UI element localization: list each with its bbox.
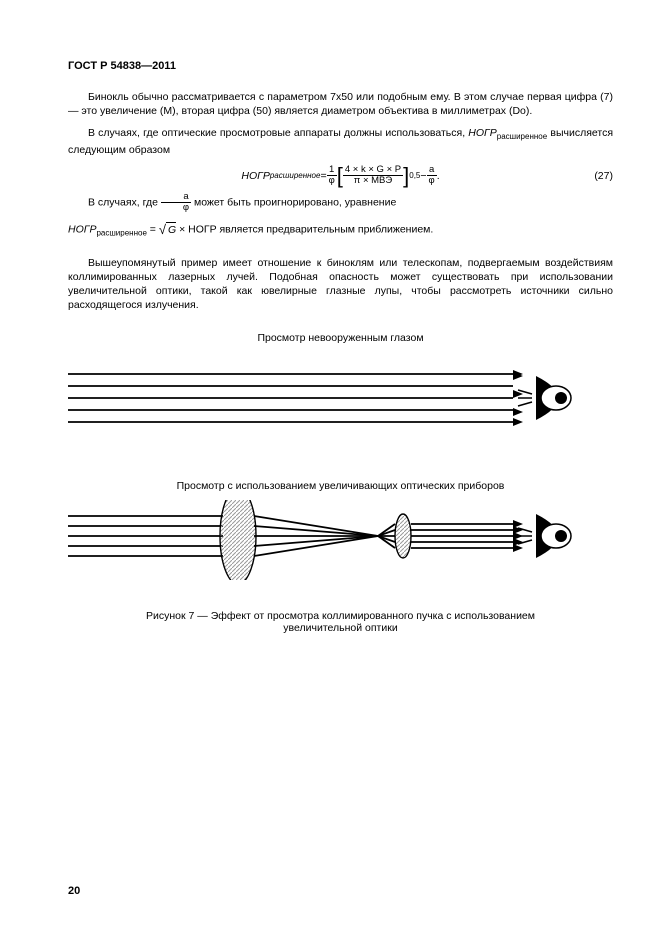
p4d: × НОГР является предварительным приближе…	[176, 224, 433, 236]
page-number: 20	[68, 885, 80, 897]
f2b: φ	[427, 176, 437, 186]
paragraph-4: НОГРрасширенное = √G × НОГР является пре…	[68, 221, 613, 239]
f-frac1: 1 φ	[327, 165, 337, 186]
f-dot: .	[437, 170, 440, 182]
f-frac2: a φ	[427, 165, 437, 186]
formula-27: НОГРрасширенное = 1 φ [ 4 × k × G × P π …	[68, 165, 613, 186]
sqrt-sign: √	[159, 221, 166, 239]
figure1-diagram	[68, 352, 608, 444]
p2c: расширенное	[497, 132, 547, 141]
p4a: НОГР	[68, 224, 96, 236]
p2a: В случаях, где оптические просмотровые а…	[88, 127, 468, 139]
p4b: расширенное	[96, 229, 146, 238]
doc-header: ГОСТ Р 54838—2011	[68, 60, 613, 72]
figure1-title: Просмотр невооруженным глазом	[68, 332, 613, 344]
f-lhs: НОГР	[241, 170, 269, 182]
f-exp: 0,5	[409, 171, 420, 180]
p3fb: φ	[161, 203, 191, 213]
p3a: В случаях, где	[88, 197, 161, 209]
p4c: =	[147, 224, 159, 236]
cap-a: Рисунок 7 — Эффект от просмотра коллимир…	[146, 610, 535, 622]
p3frac: a φ	[161, 192, 191, 213]
f-inner: 4 × k × G × P π × МВЭ	[343, 165, 403, 186]
p2b: НОГР	[468, 127, 496, 139]
cap-b: увеличительной оптики	[283, 622, 397, 634]
p5: Вышеупомянутый пример имеет отношение к …	[68, 257, 613, 312]
p3b: может быть проигнорировано, уравнение	[194, 197, 396, 209]
fib: π × МВЭ	[343, 176, 403, 186]
f1b: φ	[327, 176, 337, 186]
para1-text: Бинокль обычно рассматривается с парамет…	[68, 91, 613, 117]
paragraph-1: Бинокль обычно рассматривается с парамет…	[68, 90, 613, 118]
figure-caption: Рисунок 7 — Эффект от просмотра коллимир…	[68, 610, 613, 634]
f-lhs-sub: расширенное	[270, 171, 321, 180]
p4sqrt: G	[166, 222, 176, 237]
formula-number: (27)	[594, 170, 613, 182]
paragraph-3: В случаях, где a φ может быть проигнорир…	[68, 192, 613, 213]
figure2-diagram	[68, 500, 608, 580]
paragraph-5: Вышеупомянутый пример имеет отношение к …	[68, 256, 613, 313]
paragraph-2: В случаях, где оптические просмотровые а…	[68, 126, 613, 157]
figure2-title: Просмотр с использованием увеличивающих …	[68, 480, 613, 492]
